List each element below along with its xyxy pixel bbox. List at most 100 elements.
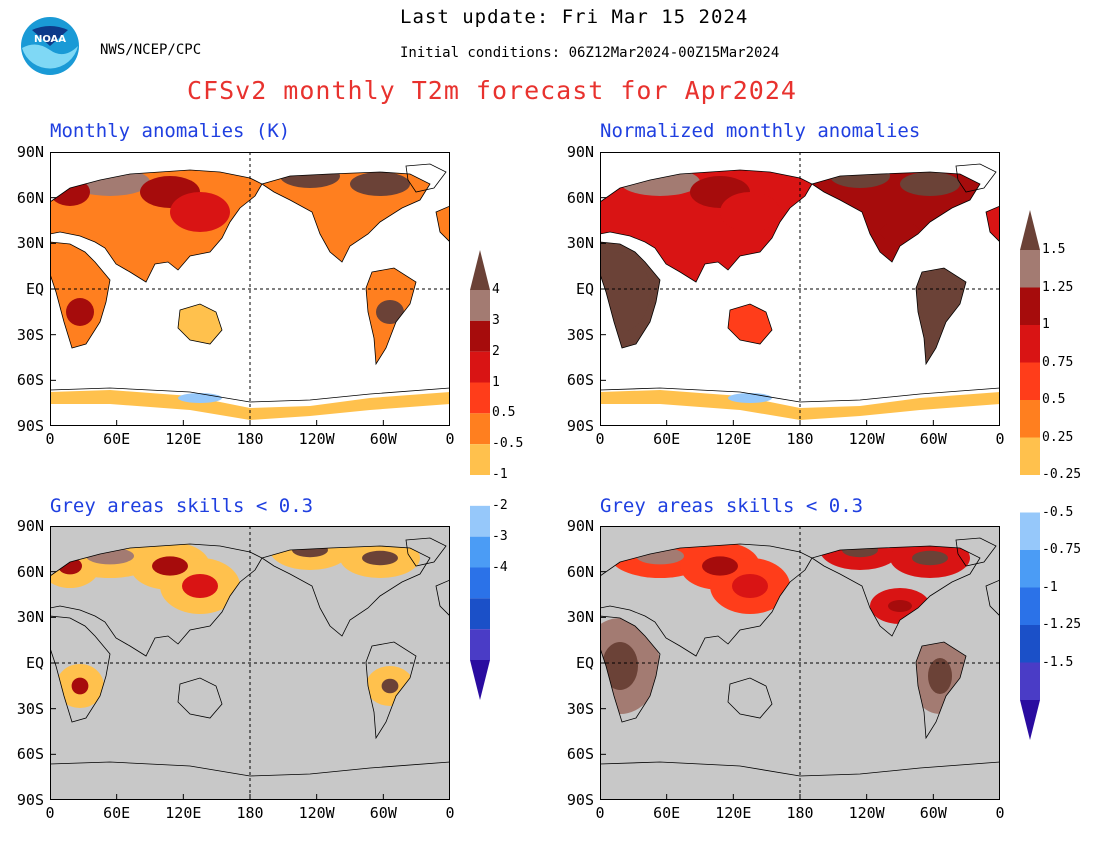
lon-label: 0 [995,430,1005,448]
panel-title-skill-normalized: Grey areas skills < 0.3 [600,495,864,517]
colorbar-segment [470,351,490,383]
colorbar-segment [1020,475,1040,513]
colorbar-bottom-arrow [470,660,490,700]
colorbar-segment [1020,587,1040,625]
initial-conditions: Initial conditions: 06Z12Mar2024-00Z15Ma… [400,45,780,61]
colorbar-label: -0.75 [1042,542,1082,557]
page-title: CFSv2 monthly T2m forecast for Apr2024 [187,76,797,105]
lon-label: 0 [595,804,605,822]
map-skill-normalized [600,526,1000,800]
lat-label: 90N [16,517,44,535]
lon-label: 120W [848,804,885,822]
map-normalized [600,152,1000,426]
lat-label: 60S [16,745,44,764]
lon-label: 60E [653,430,681,448]
last-update: Last update: Fri Mar 15 2024 [400,6,749,28]
lon-label: 60W [369,430,397,448]
lon-label: 180 [786,804,814,822]
lon-label: 120W [298,804,335,822]
colorbar-label: -4 [492,559,508,575]
colorbar-top-arrow [1020,210,1040,250]
lat-label: 90S [16,417,44,435]
lat-label: 30N [566,234,594,253]
colorbar-label: -2 [492,497,508,513]
colorbar-label: -3 [492,528,508,544]
panel-title-normalized: Normalized monthly anomalies [600,120,921,142]
colorbar-label: 1.5 [1042,242,1066,257]
lon-label: 120E [165,430,202,448]
lat-label: 30N [566,608,594,627]
lat-label: 60N [16,188,44,207]
lon-label: 0 [45,430,55,448]
colorbar-label: 1.25 [1042,279,1074,295]
colorbar-label: 2 [492,343,500,359]
panel-title-skill-anomalies: Grey areas skills < 0.3 [50,495,314,517]
colorbar-segment [470,629,490,660]
lon-label: 60W [369,804,397,822]
map-anomalies [50,152,450,426]
lon-label: 60E [103,804,131,822]
lat-label: EQ [25,280,44,298]
map-skill-anomalies [50,526,450,800]
colorbar-segment [1020,400,1040,438]
colorbar-segment [1020,362,1040,400]
colorbar-label: 0.75 [1042,354,1074,370]
lat-label: EQ [25,654,44,672]
colorbar-segment [470,444,490,475]
lon-label: 0 [45,804,55,822]
colorbar-segment [470,598,490,630]
colorbar-label: -1 [492,467,508,482]
lon-label: 120E [165,804,202,822]
lon-label: 180 [786,430,814,448]
lat-label: 30S [16,699,44,718]
lon-label: 0 [995,804,1005,822]
lon-label: 60W [919,430,947,448]
colorbar-label: -1.5 [1042,654,1074,670]
colorbar-label: 1 [1042,317,1050,332]
colorbar-segment [470,567,490,599]
lat-label: 60N [566,188,594,207]
lat-label: 90S [566,791,594,809]
lon-label: 60E [103,430,131,448]
lon-label: 120W [848,430,885,448]
lon-label: 60E [653,804,681,822]
lon-label: 180 [236,430,264,448]
colorbar-segment [1020,662,1040,700]
panel-title-anomalies: Monthly anomalies (K) [50,120,291,142]
lon-label: 0 [445,430,455,448]
colorbar-segment [470,413,490,445]
lat-label: 90N [566,517,594,535]
lat-label: 60S [566,371,594,390]
lat-label: 30N [16,608,44,627]
colorbar-segment [1020,250,1040,288]
colorbar-segment [1020,512,1040,550]
lat-label: 60S [16,371,44,390]
lat-label: 90S [16,791,44,809]
colorbar-label: 0.5 [492,405,516,421]
lon-label: 0 [445,804,455,822]
lat-label: EQ [575,654,594,672]
colorbar-segment [1020,550,1040,588]
colorbar-segment [1020,287,1040,325]
colorbar-segment [470,475,490,506]
colorbar-top-arrow [470,250,490,290]
colorbar-segment [470,320,490,352]
colorbar-label: -0.25 [1042,467,1082,482]
lat-label: 30N [16,234,44,253]
colorbar-segment [470,536,490,568]
colorbar-segment [470,382,490,414]
lat-label: 90S [566,417,594,435]
colorbar-segment [1020,625,1040,663]
lat-label: 90N [16,143,44,161]
colorbar-label: 3 [492,312,500,328]
lat-label: 90N [566,143,594,161]
lon-label: 120E [715,430,752,448]
colorbar-label: -1.25 [1042,617,1082,632]
lat-label: 60N [16,562,44,581]
colorbar-segment [1020,437,1040,475]
colorbar-label: 1 [492,374,500,390]
lon-label: 60W [919,804,947,822]
lon-label: 120E [715,804,752,822]
lon-label: 120W [298,430,335,448]
org-label: NWS/NCEP/CPC [100,42,202,58]
